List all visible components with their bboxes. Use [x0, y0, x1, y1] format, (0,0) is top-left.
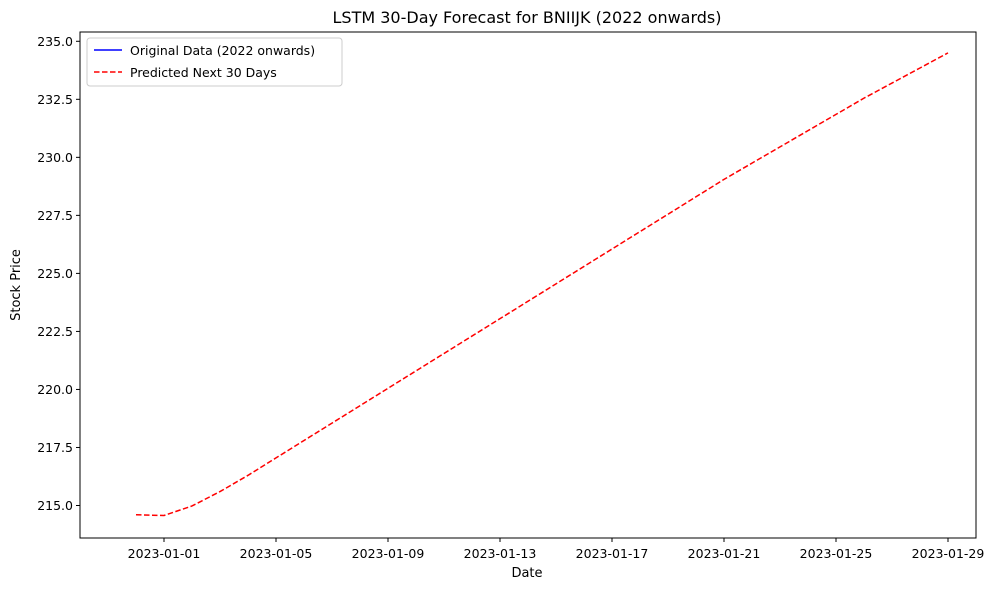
y-tick-label: 232.5 — [37, 92, 73, 107]
legend: Original Data (2022 onwards) Predicted N… — [86, 37, 343, 87]
plot-lines — [135, 52, 949, 517]
x-tick-label: 2023-01-21 — [688, 546, 761, 561]
x-tick-label: 2023-01-05 — [240, 546, 313, 561]
y-tick-label: 215.0 — [37, 498, 73, 513]
y-tick-label: 230.0 — [37, 150, 73, 165]
y-axis-label: Stock Price — [9, 249, 24, 321]
x-tick-label: 2023-01-09 — [352, 546, 425, 561]
y-tick-label: 217.5 — [37, 440, 73, 455]
y-tick-label: 220.0 — [37, 382, 73, 397]
x-tick-label: 2023-01-17 — [576, 546, 649, 561]
legend-label-original: Original Data (2022 onwards) — [130, 43, 315, 58]
legend-label-predicted: Predicted Next 30 Days — [130, 65, 277, 80]
x-tick-label: 2023-01-01 — [128, 546, 201, 561]
x-axis-ticks: 2023-01-01 2023-01-05 2023-01-09 2023-01-13… — [128, 538, 985, 561]
x-axis-label: Date — [511, 566, 542, 581]
chart-title: LSTM 30-Day Forecast for BNIIJK (2022 on… — [333, 8, 722, 27]
x-tick-label: 2023-01-13 — [464, 546, 537, 561]
series-line-1 — [135, 52, 949, 517]
y-tick-label: 227.5 — [37, 208, 73, 223]
x-tick-label: 2023-01-29 — [912, 546, 985, 561]
y-tick-label: 222.5 — [37, 324, 73, 339]
y-axis-ticks: 215.0 217.5 220.0 222.5 225.0 227.5 230.0 232.5… — [37, 34, 80, 513]
y-tick-label: 225.0 — [37, 266, 73, 281]
y-tick-label: 235.0 — [37, 34, 73, 49]
plot-area-frame — [79, 31, 977, 539]
legend-box — [86, 37, 343, 87]
x-tick-label: 2023-01-25 — [800, 546, 873, 561]
